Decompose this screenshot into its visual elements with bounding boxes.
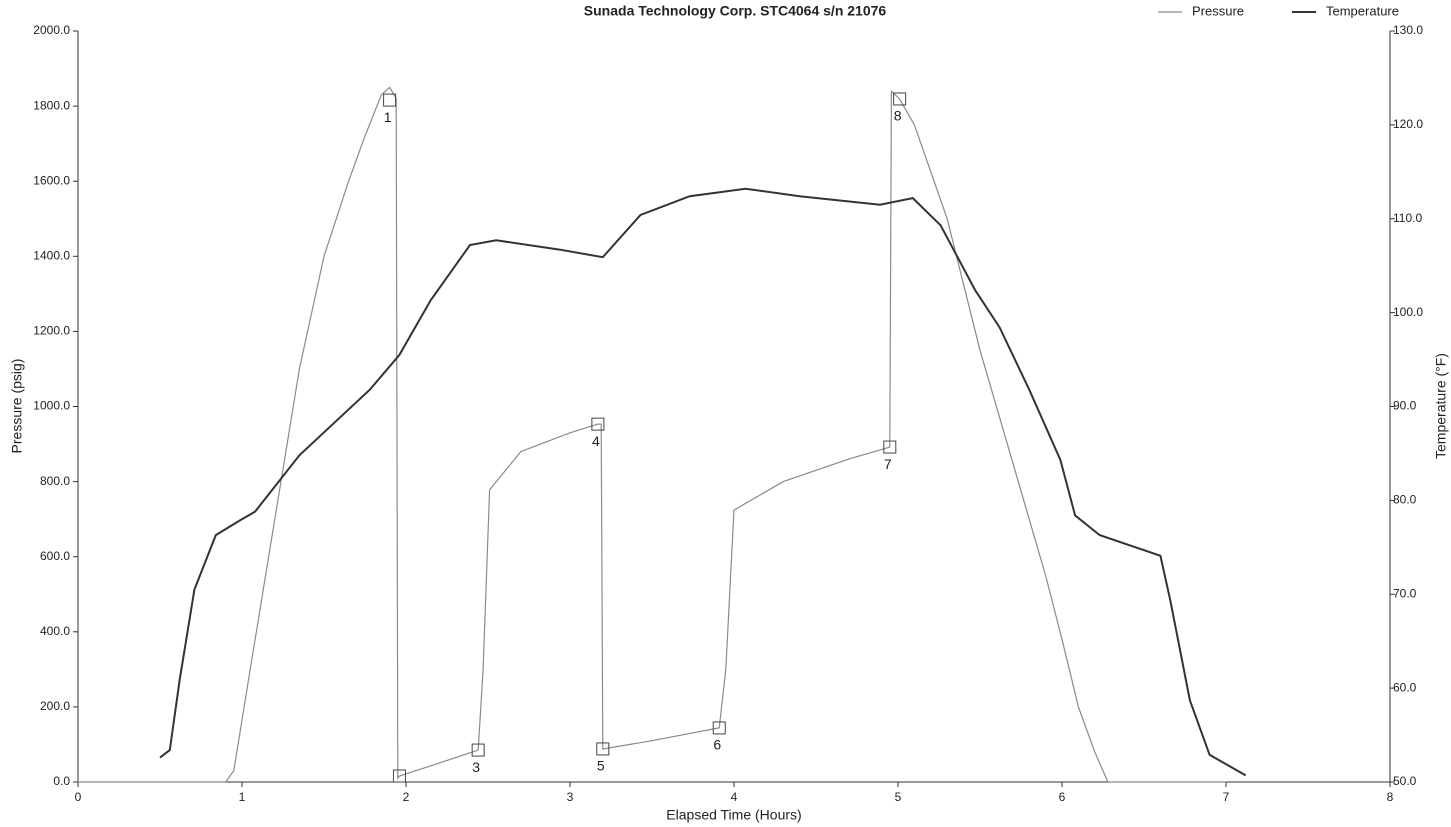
x-tick-label: 5 [895,790,902,804]
x-tick-label: 4 [731,790,738,804]
y-tick-label: 0.0 [53,774,70,788]
marker-label: 5 [597,758,605,774]
x-tick-label: 6 [1059,790,1066,804]
y2-tick-label: 70.0 [1393,586,1417,600]
x-axis-label: Elapsed Time (Hours) [666,807,801,823]
y-tick-label: 1600.0 [33,173,70,187]
marker [392,769,406,783]
y-tick-label: 1800.0 [33,98,70,112]
marker-label: 4 [592,433,600,449]
marker-label: 7 [884,456,892,472]
series-line [159,187,1247,777]
marker-label: 1 [384,109,392,125]
x-tick-label: 7 [1223,790,1230,804]
y-tick-label: 2000.0 [33,23,70,37]
marker [596,742,610,756]
marker [883,440,897,454]
chart-title: Sunada Technology Corp. STC4064 s/n 2107… [584,3,887,19]
y-tick-label: 1000.0 [33,399,70,413]
y-tick-label: 1200.0 [33,324,70,338]
x-tick-label: 1 [239,790,246,804]
y-tick-label: 200.0 [40,699,70,713]
y-tick-label: 400.0 [40,624,70,638]
y2-tick-label: 120.0 [1393,117,1423,131]
legend-label: Pressure [1192,3,1244,18]
y-tick-label: 600.0 [40,549,70,563]
y2-tick-label: 90.0 [1393,399,1417,413]
marker [712,721,726,735]
series-line [78,86,1226,783]
marker-label: 8 [894,108,902,124]
marker [893,92,907,106]
marker-label: 3 [472,759,480,775]
legend-label: Temperature [1326,3,1399,18]
y2-axis-label: Temperature (°F) [1433,353,1449,459]
y2-tick-label: 100.0 [1393,305,1423,319]
y-tick-label: 800.0 [40,474,70,488]
y2-tick-label: 50.0 [1393,774,1417,788]
x-tick-label: 8 [1387,790,1394,804]
x-tick-label: 2 [403,790,410,804]
y2-tick-label: 110.0 [1393,211,1422,225]
x-tick-label: 0 [75,790,82,804]
y-tick-label: 1400.0 [33,248,70,262]
x-tick-label: 3 [567,790,574,804]
marker-label: 6 [713,737,721,753]
y-axis-label: Pressure (psig) [9,359,25,454]
marker [383,93,397,107]
y2-tick-label: 130.0 [1393,23,1423,37]
y2-tick-label: 60.0 [1393,680,1417,694]
marker [471,743,485,757]
marker [591,417,605,431]
y2-tick-label: 80.0 [1393,493,1417,507]
